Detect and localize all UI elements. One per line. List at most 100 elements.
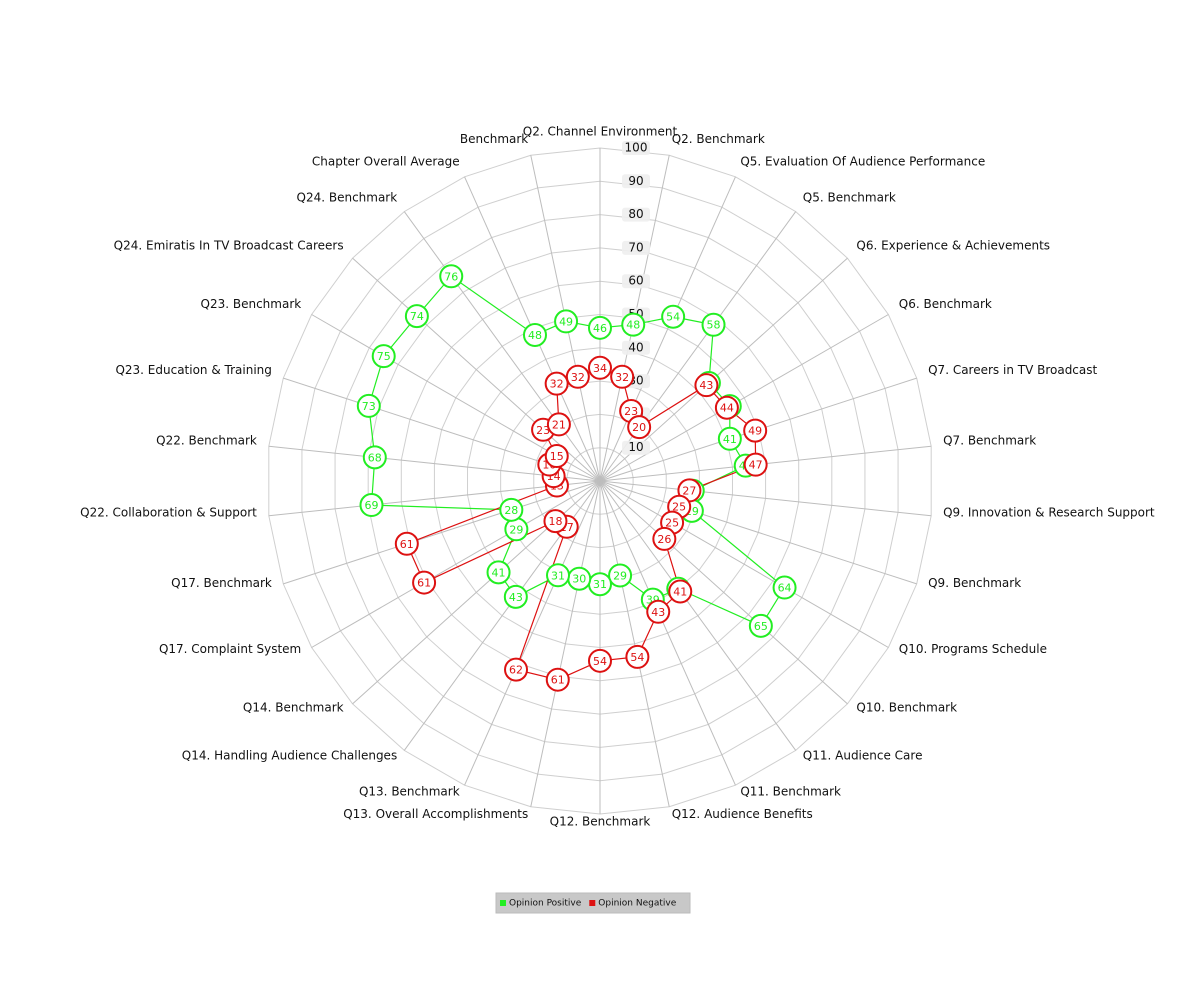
spoke — [311, 480, 601, 648]
point-label: 21 — [552, 418, 566, 431]
spoke — [599, 480, 848, 705]
tick-bg — [622, 340, 650, 355]
point-label: 65 — [754, 620, 768, 633]
tick-bg — [622, 440, 650, 455]
point-label: 25 — [665, 517, 679, 530]
category-label: Q12. Benchmark — [550, 815, 651, 829]
point — [404, 304, 429, 329]
tick-bg — [622, 274, 650, 289]
point-label: 29 — [613, 569, 627, 582]
legend: Opinion Positive Opinion Negative — [495, 892, 691, 914]
point — [546, 412, 571, 437]
point — [772, 575, 797, 600]
category-label: Q11. Audience Care — [803, 749, 923, 763]
category-label: Q6. Benchmark — [899, 297, 992, 311]
legend-label: Opinion Negative — [598, 899, 676, 909]
point — [668, 579, 693, 604]
point-label: 54 — [593, 655, 607, 668]
point-label: 20 — [632, 421, 646, 434]
tick-bg — [622, 174, 650, 189]
point — [717, 426, 742, 451]
point-label: 43 — [509, 591, 523, 604]
point — [588, 648, 612, 673]
point-label: 25 — [672, 501, 686, 514]
point — [608, 563, 633, 588]
point-label: 75 — [377, 350, 391, 363]
point-label: 62 — [509, 664, 523, 677]
category-label: Q10. Programs Schedule — [899, 642, 1047, 656]
tick-bg — [622, 207, 650, 222]
category-label: Q24. Emiratis In TV Broadcast Careers — [114, 239, 344, 253]
point — [543, 509, 568, 534]
spoke — [530, 480, 601, 807]
point-label: 76 — [444, 270, 458, 283]
spoke — [599, 176, 736, 482]
point — [554, 309, 579, 334]
point-label: 69 — [364, 499, 378, 512]
spoke — [599, 480, 797, 751]
point — [359, 493, 384, 518]
point — [356, 393, 381, 418]
point-label: 47 — [749, 459, 763, 472]
series-lines — [368, 275, 786, 681]
spoke — [599, 480, 932, 517]
point-label: 61 — [551, 674, 565, 687]
point — [546, 563, 571, 588]
point — [588, 315, 612, 340]
category-label: Q7. Benchmark — [943, 433, 1036, 447]
point-label: 54 — [630, 651, 644, 664]
point-label: 73 — [362, 400, 376, 413]
point — [544, 444, 569, 469]
point-label: 61 — [400, 538, 414, 551]
spoke — [283, 480, 601, 585]
category-label: Q2. Channel Environment — [523, 125, 678, 139]
spoke — [464, 480, 601, 786]
point-label: 43 — [699, 379, 713, 392]
category-label: Q22. Benchmark — [156, 433, 257, 447]
category-label: Q24. Benchmark — [297, 190, 398, 204]
spoke — [599, 480, 736, 786]
point — [714, 395, 739, 420]
point — [694, 373, 719, 398]
point-label: 26 — [657, 533, 671, 546]
point-label: 15 — [550, 450, 564, 463]
tick-bg — [622, 240, 650, 255]
category-label: Q2. Benchmark — [672, 132, 765, 146]
category-label: Q7. Careers in TV Broadcast — [928, 363, 1097, 377]
point — [499, 497, 524, 522]
spoke — [268, 480, 601, 517]
point — [652, 526, 677, 551]
point — [544, 371, 569, 396]
category-label: Q5. Benchmark — [803, 190, 896, 204]
point — [646, 599, 671, 624]
point — [610, 364, 635, 389]
point-label: 18 — [548, 515, 562, 528]
point — [362, 445, 387, 470]
point-label: 41 — [492, 566, 506, 579]
point-label: 31 — [593, 578, 607, 591]
category-label: Q10. Benchmark — [856, 700, 957, 714]
point-label: 27 — [682, 484, 696, 497]
point-label: 49 — [748, 425, 762, 438]
category-label: Q14. Benchmark — [243, 700, 344, 714]
point-label: 48 — [626, 319, 640, 332]
point-label: 29 — [509, 523, 523, 536]
point — [588, 355, 612, 380]
legend-label: Opinion Positive — [509, 899, 582, 909]
spoke — [599, 480, 889, 648]
point — [394, 531, 419, 556]
point — [621, 312, 646, 337]
category-label: Q6. Experience & Achievements — [856, 239, 1050, 253]
tick-label: 90 — [628, 174, 643, 188]
point-label: 30 — [572, 573, 586, 586]
point-label: 48 — [528, 329, 542, 342]
point-label: 64 — [778, 582, 792, 595]
legend-swatch — [589, 900, 596, 906]
category-label: Q23. Benchmark — [201, 297, 302, 311]
point-label: 32 — [571, 371, 585, 384]
point-label: 31 — [551, 569, 565, 582]
category-label: Chapter Overall Average — [312, 154, 460, 168]
point-label: 32 — [550, 378, 564, 391]
tick-label: 60 — [628, 274, 643, 288]
point-label: 54 — [666, 311, 680, 324]
